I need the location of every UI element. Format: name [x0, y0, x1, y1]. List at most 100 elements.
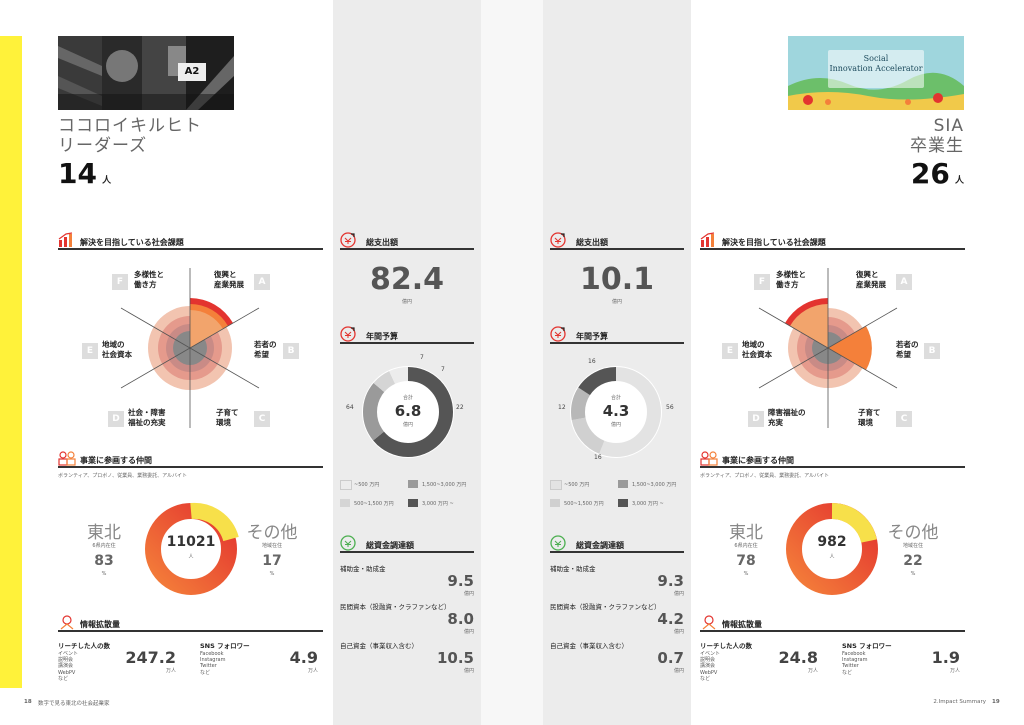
photo-sign: A2 — [178, 63, 206, 81]
sia-banner-text: Social Innovation Accelerator — [828, 54, 924, 74]
right-other-pct: 22 — [903, 553, 923, 569]
right-footer-text: 2.Impact Summary — [933, 699, 986, 705]
left-page-number: 18 — [24, 699, 32, 705]
rm-legend-2: 1,500~3,000 万円 — [632, 482, 677, 488]
yellow-side-bar — [0, 36, 22, 688]
right-other-sub: 地域在住 — [902, 543, 923, 549]
right-tohoku-sub: 6県内在住 — [734, 543, 758, 549]
sia-banner: Social Innovation Accelerator — [788, 36, 964, 110]
right-topic-e-box: E — [722, 343, 738, 359]
left-issues-radar — [120, 268, 260, 428]
right-topic-c: 子育て 環境 — [858, 408, 881, 427]
rm-fund-unit-3: 億円 — [673, 668, 684, 674]
left-sns-items: Facebook Instagram Twitter など — [200, 651, 226, 676]
rm-fund-divider — [550, 551, 684, 553]
lm-budget-unit: 億円 — [402, 422, 413, 428]
leaders-photo-collage: A2 — [58, 36, 234, 110]
right-topic-d: 障害福祉の 充実 — [768, 408, 806, 427]
left-reach-items: イベント 説明会 講演会 WebPV など — [58, 651, 79, 682]
page-gutter — [481, 0, 543, 725]
left-topic-b-box: B — [283, 343, 299, 359]
left-topic-c: 子育て 環境 — [216, 408, 239, 427]
left-sns-unit: 万人 — [307, 668, 318, 674]
left-sns-label: SNS フォロワー — [200, 642, 250, 650]
rm-legend-4: 3,000 万円 ~ — [632, 501, 664, 507]
right-reach-value: 24.8 — [778, 648, 818, 667]
right-count-unit: 人 — [954, 176, 964, 186]
left-issues-title: 解決を目指している社会課題 — [80, 238, 184, 247]
rm-pct-3: 16 — [594, 454, 602, 461]
left-topic-a: 復興と 産業発展 — [214, 270, 244, 289]
right-sns-items: Facebook Instagram Twitter など — [842, 651, 868, 676]
sia-banner-line1: Social — [863, 54, 889, 63]
lm-budget-total: 6.8 — [394, 402, 422, 420]
lm-pct-4: 64 — [346, 404, 354, 411]
left-members-total: 11021 — [166, 534, 216, 550]
rm-budget-total-label: 合計 — [610, 395, 621, 401]
lm-fund-divider — [340, 551, 474, 553]
right-title: SIA 卒業生 — [880, 116, 964, 156]
rm-pct-2: 56 — [666, 404, 674, 411]
right-topic-c-box: C — [896, 411, 912, 427]
right-members-donut — [786, 503, 878, 595]
rm-spend-value: 10.1 — [579, 262, 655, 297]
lm-fund-unit-1: 億円 — [463, 591, 474, 597]
photo-collage-image — [58, 36, 234, 110]
lm-fund-value-3: 10.5 — [436, 649, 474, 667]
rm-budget-unit: 億円 — [610, 422, 621, 428]
info-icon — [60, 615, 74, 630]
right-reach-items: イベント 説明会 講演会 WebPV など — [700, 651, 721, 682]
lm-legend-swatch-1 — [340, 480, 352, 490]
left-members-total-unit: 人 — [188, 554, 194, 560]
rm-pct-4: 12 — [558, 404, 566, 411]
left-tohoku-label: 東北 — [87, 523, 121, 543]
rm-fund-title: 総資金調達額 — [576, 541, 624, 550]
right-tohoku-pct-unit: % — [743, 571, 749, 577]
left-topic-f: 多様性と 働き方 — [134, 270, 164, 289]
right-sns-unit: 万人 — [949, 668, 960, 674]
left-topic-d: 社会・障害 福祉の充実 — [128, 408, 166, 427]
left-members-title: 事業に参画する仲間 — [80, 456, 152, 465]
left-reach-value: 247.2 — [125, 648, 176, 667]
left-sns-value: 4.9 — [289, 648, 318, 667]
issues-icon — [58, 232, 73, 247]
left-count-unit: 人 — [102, 176, 112, 186]
left-info-divider — [58, 630, 323, 632]
rm-legend-3: 500~1,500 万円 — [564, 501, 604, 507]
rm-budget-donut — [570, 366, 662, 458]
sia-banner-line2: Innovation Accelerator — [829, 64, 923, 73]
rm-spend-icon — [550, 232, 566, 248]
right-topic-b: 若者の 希望 — [896, 340, 919, 359]
spend-icon — [340, 232, 356, 248]
lm-pct-2: 7 — [441, 366, 445, 373]
right-topic-a-box: A — [896, 274, 912, 290]
left-members-divider — [58, 466, 323, 468]
right-issues-radar — [758, 268, 898, 428]
lm-pct-1: 7 — [420, 354, 424, 361]
lm-spend-unit: 億円 — [401, 299, 412, 305]
left-title-line2: リーダーズ — [58, 136, 148, 156]
rm-fund-value-1: 9.3 — [657, 572, 684, 590]
right-count-value: 26 — [910, 157, 950, 190]
right-gray-column — [543, 0, 691, 725]
rm-fund-label-1: 補助金・助成金 — [550, 565, 596, 573]
right-reach-unit: 万人 — [807, 668, 818, 674]
rm-spend-title: 総支出額 — [576, 238, 608, 247]
lm-legend-2: 1,500~3,000 万円 — [422, 482, 467, 488]
rm-fund-unit-2: 億円 — [673, 629, 684, 635]
right-other-label: その他 — [887, 523, 939, 543]
lm-fund-unit-2: 億円 — [463, 629, 474, 635]
rm-pct-1: 16 — [588, 358, 596, 365]
rm-legend-swatch-3 — [550, 499, 560, 507]
lm-fund-title: 総資金調達額 — [366, 541, 414, 550]
left-gray-column — [333, 0, 481, 725]
rm-budget-title: 年間予算 — [576, 332, 608, 341]
right-info-divider — [700, 630, 965, 632]
lm-legend-swatch-3 — [340, 499, 350, 507]
right-topic-e: 地域の 社会資本 — [742, 340, 772, 359]
sia-banner-illustration — [788, 36, 964, 110]
left-other-pct: 17 — [262, 553, 282, 569]
left-tohoku-pct: 83 — [94, 553, 114, 569]
right-sns-value: 1.9 — [931, 648, 960, 667]
left-title-line1: ココロイキルヒト — [58, 116, 202, 136]
